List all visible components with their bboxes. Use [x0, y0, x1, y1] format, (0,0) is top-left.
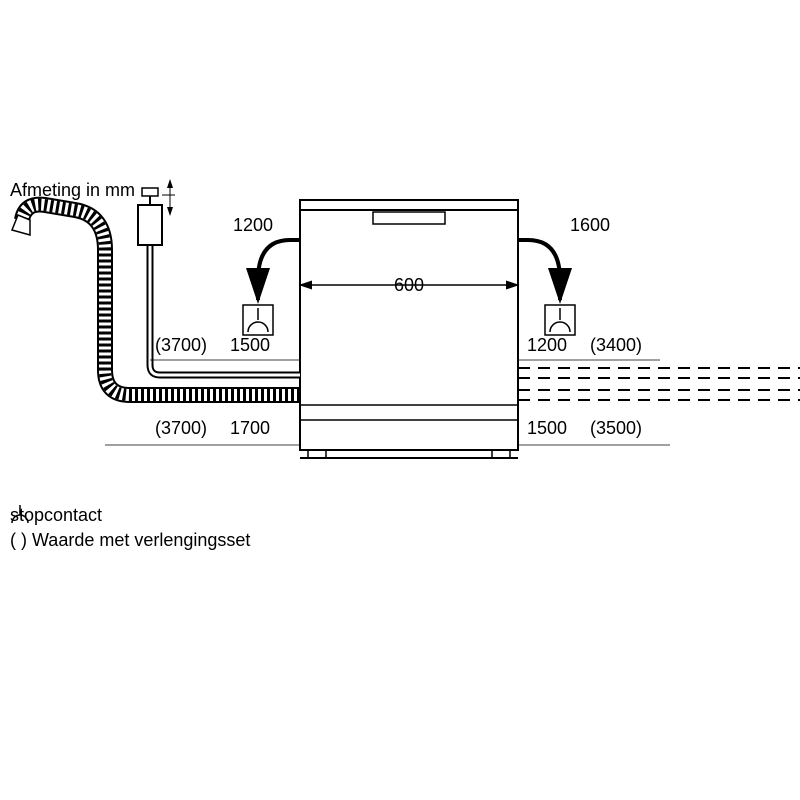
diagram-svg — [0, 0, 800, 800]
left-upper-hose — [243, 240, 300, 335]
right-upper-hose — [518, 240, 575, 335]
right-hoses — [518, 368, 800, 400]
left-solid-hose — [138, 180, 300, 375]
appliance-body — [300, 200, 518, 458]
